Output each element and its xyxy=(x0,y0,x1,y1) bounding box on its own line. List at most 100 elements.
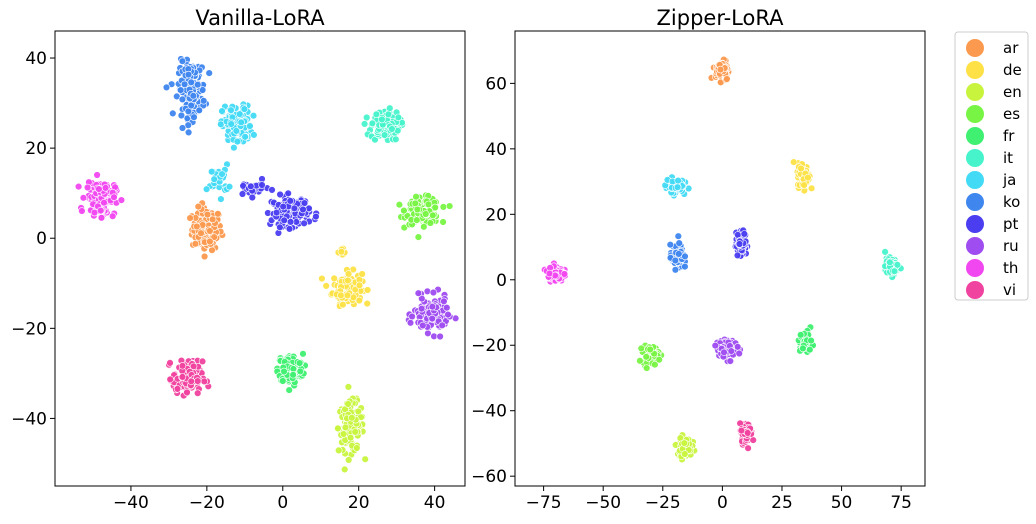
data-point-ko xyxy=(184,107,193,116)
legend-marker xyxy=(966,171,984,189)
y-tick-label: −60 xyxy=(471,467,507,487)
data-point-ko xyxy=(187,101,195,110)
data-point-pt xyxy=(258,181,266,189)
data-point-ar xyxy=(716,65,725,74)
scatter-points xyxy=(74,55,460,474)
data-point-ar xyxy=(193,222,201,231)
data-point-en xyxy=(344,400,352,408)
data-point-de xyxy=(363,299,371,308)
legend-marker xyxy=(966,259,984,277)
legend-label: th xyxy=(1003,259,1018,277)
data-point-ja xyxy=(210,175,218,183)
y-tick-label: −40 xyxy=(11,409,47,429)
data-point-th xyxy=(78,207,86,215)
data-point-ja xyxy=(237,118,245,127)
data-point-es xyxy=(439,203,448,211)
data-point-fr xyxy=(280,367,288,376)
data-point-de xyxy=(358,270,366,278)
data-point-es xyxy=(395,201,404,209)
data-point-ru xyxy=(440,297,448,305)
data-point-es xyxy=(414,233,423,241)
data-point-ko xyxy=(681,252,689,261)
data-point-es xyxy=(651,360,659,369)
data-point-en xyxy=(341,423,350,432)
data-point-ru xyxy=(735,349,743,358)
data-point-ja xyxy=(241,133,249,141)
data-point-es xyxy=(642,353,650,361)
y-tick-label: −40 xyxy=(471,402,507,422)
data-point-en xyxy=(351,428,359,436)
data-point-ru xyxy=(720,348,728,356)
data-point-ja xyxy=(673,183,682,191)
legend-label: vi xyxy=(1003,281,1016,299)
data-point-it xyxy=(392,135,400,144)
y-tick-label: 0 xyxy=(36,229,47,249)
x-tick-label: 75 xyxy=(890,493,912,513)
data-point-ru xyxy=(408,312,416,321)
data-point-en xyxy=(345,456,353,464)
legend-label: pt xyxy=(1003,215,1019,233)
data-point-it xyxy=(360,120,369,128)
data-point-th xyxy=(560,270,569,278)
data-point-es xyxy=(413,205,422,214)
data-point-th xyxy=(74,182,83,191)
data-point-th xyxy=(117,196,126,204)
data-point-ru xyxy=(428,303,437,311)
data-point-de xyxy=(339,301,347,309)
data-point-ar xyxy=(186,214,194,222)
data-point-ko xyxy=(173,92,181,101)
y-tick-label: −20 xyxy=(11,319,47,339)
data-point-vi xyxy=(183,388,191,397)
data-point-es xyxy=(429,211,437,220)
data-point-ko xyxy=(187,78,195,87)
data-point-ar xyxy=(203,210,212,219)
data-point-pt xyxy=(299,205,307,214)
data-point-ko xyxy=(194,80,202,89)
y-tick-label: 20 xyxy=(485,205,507,225)
data-point-de xyxy=(318,274,326,283)
x-tick-label: 50 xyxy=(831,493,853,513)
data-point-it xyxy=(384,110,393,119)
data-point-fr xyxy=(295,359,304,367)
legend-label: fr xyxy=(1003,127,1015,145)
data-point-pt xyxy=(300,199,309,207)
data-point-ru xyxy=(429,288,438,297)
data-point-it xyxy=(372,110,381,119)
data-point-ja xyxy=(249,111,258,120)
axis-ticks: −40 −20 0 20 40 −40 −20 0 20 40 xyxy=(11,49,445,513)
data-point-pt xyxy=(290,204,299,213)
data-point-it xyxy=(394,113,403,122)
data-point-en xyxy=(361,455,369,463)
chart-title: Vanilla-LoRA xyxy=(195,6,325,30)
data-point-es xyxy=(400,206,408,215)
data-point-ko xyxy=(671,256,679,265)
plot-frame xyxy=(54,30,466,487)
data-point-ko xyxy=(177,86,185,94)
data-point-vi xyxy=(737,426,746,435)
legend-marker xyxy=(966,61,984,79)
data-point-pt xyxy=(300,219,308,228)
data-point-es xyxy=(424,200,433,209)
data-point-es xyxy=(426,219,435,227)
data-point-vi xyxy=(743,429,752,437)
legend-label: en xyxy=(1003,83,1022,101)
data-point-ru xyxy=(727,347,735,355)
data-point-it xyxy=(388,125,396,133)
data-point-it xyxy=(378,115,386,124)
data-point-fr xyxy=(807,336,815,345)
data-point-en xyxy=(334,424,342,433)
data-point-es xyxy=(420,223,428,231)
data-point-es xyxy=(411,199,419,208)
data-point-ar xyxy=(208,215,217,224)
scatter-points xyxy=(540,55,905,464)
data-point-en xyxy=(348,414,356,422)
data-point-ru xyxy=(428,314,436,323)
data-point-it xyxy=(368,119,377,128)
data-point-de xyxy=(355,281,364,289)
data-point-ja xyxy=(250,131,258,139)
data-point-ar xyxy=(206,227,214,235)
data-point-de xyxy=(789,158,798,166)
data-point-ko xyxy=(180,80,189,89)
y-tick-label: 40 xyxy=(25,49,47,69)
